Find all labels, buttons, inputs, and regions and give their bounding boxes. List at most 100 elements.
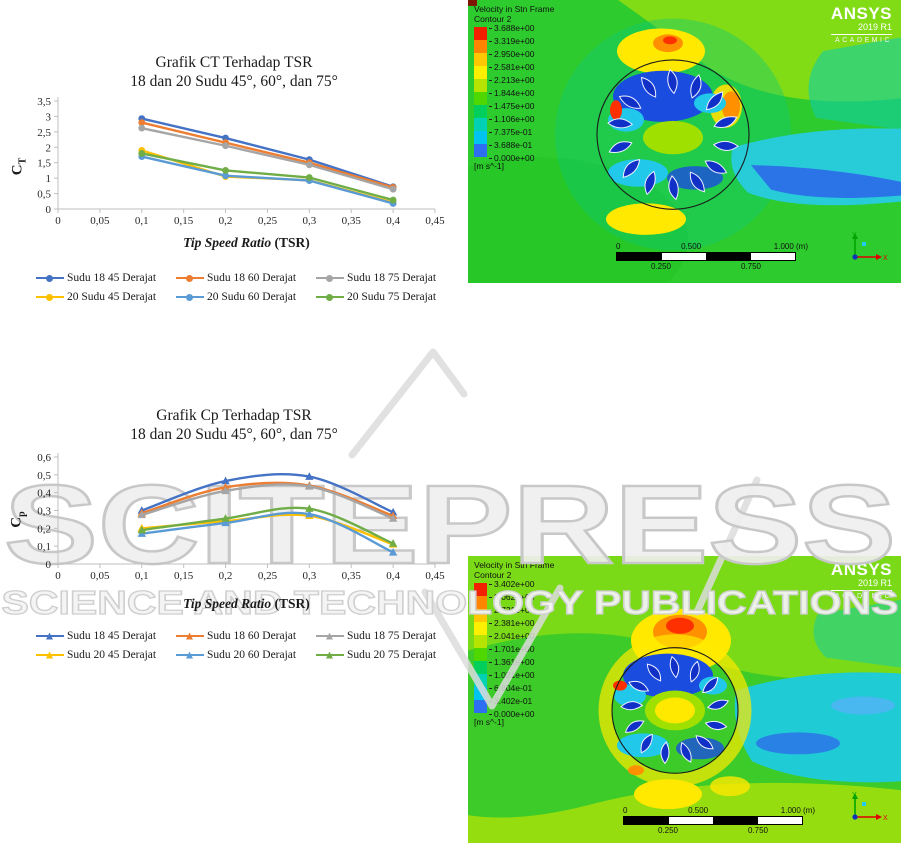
scale-bar: 0 0.500 1.000 (m) 0.250 0.750 <box>623 806 815 835</box>
legend-swatch <box>316 274 344 283</box>
colorbar-title: Velocity in Stn Frame <box>474 4 555 14</box>
legend-swatch <box>36 274 64 283</box>
legend-label: Sudu 18 75 Derajat <box>347 630 437 642</box>
svg-text:0,3: 0,3 <box>302 570 316 582</box>
scale-label: 0 <box>623 806 628 815</box>
svg-text:0,15: 0,15 <box>174 570 194 582</box>
legend-swatch <box>36 293 64 302</box>
svg-text:0,2: 0,2 <box>219 215 233 227</box>
ansys-brand-name: ANSYS <box>830 4 892 23</box>
svg-text:2: 2 <box>46 142 52 154</box>
axis-triad: Y X <box>852 232 888 262</box>
cp-plot-area: 0 0,05 0,1 0,15 0,2 0,25 0,3 0,35 0,4 0,45 0 0,1 0,2… <box>37 452 445 582</box>
legend-swatch <box>316 632 344 641</box>
x-axis-label: Tip Speed Ratio (TSR) <box>183 235 310 250</box>
legend-swatch <box>176 293 204 302</box>
svg-text:0: 0 <box>55 215 61 227</box>
cfd-contour-plot <box>468 0 901 283</box>
legend-label: 20 Sudu 45 Derajat <box>67 291 157 303</box>
colorbar-legend: Velocity in Stn Frame Contour 2 3.688e+0… <box>474 4 555 171</box>
legend-swatch <box>176 651 204 660</box>
colorbar-unit: [m s^-1] <box>474 161 504 171</box>
colorbar-subtitle: Contour 2 <box>474 569 512 580</box>
scale-label: 0.250 <box>657 826 679 835</box>
legend-label: Sudu 20 45 Derajat <box>67 649 157 661</box>
legend-item: Sudu 18 75 Derajat <box>316 630 456 642</box>
scale-bar: 0 0.500 1.000 (m) 0.250 0.750 <box>616 242 808 271</box>
scale-bar-ruler <box>616 252 796 261</box>
legend-item: Sudu 18 75 Derajat <box>316 272 456 284</box>
svg-text:0: 0 <box>46 204 52 216</box>
legend-item: 20 Sudu 75 Derajat <box>316 291 456 303</box>
scale-bar-ruler <box>623 816 803 825</box>
chart-title: Grafik CT Terhadap TSR <box>155 54 313 71</box>
legend-swatch <box>36 632 64 641</box>
chart-title-block: Grafik CT Terhadap TSR 18 dan 20 Sudu 45… <box>8 45 460 91</box>
legend-item: 20 Sudu 45 Derajat <box>36 291 176 303</box>
ansys-logo: ANSYS 2019 R1 ACADEMIC <box>830 560 892 600</box>
legend-label: Sudu 18 60 Derajat <box>207 630 297 642</box>
x-axis-label: Tip Speed Ratio (TSR) <box>183 596 310 611</box>
legend-label: Sudu 18 75 Derajat <box>347 272 437 284</box>
svg-text:0: 0 <box>46 559 52 571</box>
scale-label: 0.750 <box>740 262 762 271</box>
legend-label: 20 Sudu 75 Derajat <box>347 291 437 303</box>
svg-text:0,15: 0,15 <box>174 215 194 227</box>
svg-text:0,6: 0,6 <box>37 452 51 464</box>
scale-label: 0.500 <box>688 806 709 815</box>
legend-label: Sudu 20 60 Derajat <box>207 649 297 661</box>
cfd-contour-plot <box>468 556 901 843</box>
svg-text:0,45: 0,45 <box>425 570 445 582</box>
svg-text:0,1: 0,1 <box>135 570 149 582</box>
legend-item: Sudu 18 60 Derajat <box>176 272 316 284</box>
legend-label: Sudu 20 75 Derajat <box>347 649 437 661</box>
axis-triad: Y X <box>852 792 888 822</box>
legend-item: Sudu 20 75 Derajat <box>316 649 456 661</box>
ansys-edition: ACADEMIC <box>835 37 892 44</box>
legend-label: Sudu 18 45 Derajat <box>67 630 157 642</box>
scale-label: 1.000 (m) <box>780 806 815 815</box>
y-axis-glyph: Y <box>852 232 857 239</box>
colorbar-legend: Velocity in Stn Frame Contour 2 3.402e+0… <box>474 560 555 727</box>
svg-text:1,5: 1,5 <box>37 158 51 170</box>
legend-item: 20 Sudu 60 Derajat <box>176 291 316 303</box>
chart-subtitle: 18 dan 20 Sudu 45°, 60°, dan 75° <box>130 426 338 443</box>
x-axis-glyph: X <box>883 815 888 822</box>
legend-label: Sudu 18 60 Derajat <box>207 272 297 284</box>
svg-text:0,5: 0,5 <box>37 470 51 482</box>
svg-text:0,05: 0,05 <box>90 215 110 227</box>
chart-legend: Sudu 18 45 Derajat Sudu 18 60 Derajat Su… <box>36 272 456 303</box>
svg-text:0,35: 0,35 <box>342 215 362 227</box>
svg-text:0,25: 0,25 <box>258 215 278 227</box>
svg-text:0,05: 0,05 <box>90 570 110 582</box>
chart-title-block: Grafik Cp Terhadap TSR 18 dan 20 Sudu 45… <box>8 398 460 444</box>
svg-text:2,5: 2,5 <box>37 127 51 139</box>
svg-text:0,1: 0,1 <box>37 541 51 553</box>
svg-text:0,1: 0,1 <box>135 215 149 227</box>
svg-text:0,3: 0,3 <box>37 506 51 518</box>
cfd-velocity-contour-top: Velocity in Stn Frame Contour 2 3.688e+0… <box>468 0 901 283</box>
legend-swatch <box>176 632 204 641</box>
svg-text:0,35: 0,35 <box>342 570 362 582</box>
legend-item: Sudu 20 60 Derajat <box>176 649 316 661</box>
chart-title: Grafik Cp Terhadap TSR <box>156 407 312 424</box>
svg-text:3: 3 <box>46 111 52 123</box>
legend-label: 20 Sudu 60 Derajat <box>207 291 297 303</box>
svg-text:0,2: 0,2 <box>37 523 51 535</box>
ct-vs-tsr-chart: Grafik CT Terhadap TSR 18 dan 20 Sudu 45… <box>8 45 460 320</box>
chart-subtitle: 18 dan 20 Sudu 45°, 60°, dan 75° <box>130 73 338 90</box>
legend-item: Sudu 18 45 Derajat <box>36 630 176 642</box>
scale-label: 0.750 <box>747 826 769 835</box>
colorbar-bands <box>474 27 487 157</box>
svg-text:0,4: 0,4 <box>386 570 400 582</box>
ansys-version: 2019 R1 <box>830 22 892 35</box>
ct-plot-area: 0 0,05 0,1 0,15 0,2 0,25 0,3 0,35 0,4 0,45 0 0,5 1 1,… <box>37 96 445 227</box>
scale-label: 0 <box>616 242 621 251</box>
rotor-circle <box>611 647 739 774</box>
ansys-edition: ACADEMIC <box>835 593 892 600</box>
ansys-brand-name: ANSYS <box>830 560 892 579</box>
chart-legend: Sudu 18 45 Derajat Sudu 18 60 Derajat Su… <box>36 630 456 661</box>
scale-label: 0.500 <box>681 242 702 251</box>
svg-text:1: 1 <box>46 173 52 185</box>
ansys-version: 2019 R1 <box>830 578 892 591</box>
